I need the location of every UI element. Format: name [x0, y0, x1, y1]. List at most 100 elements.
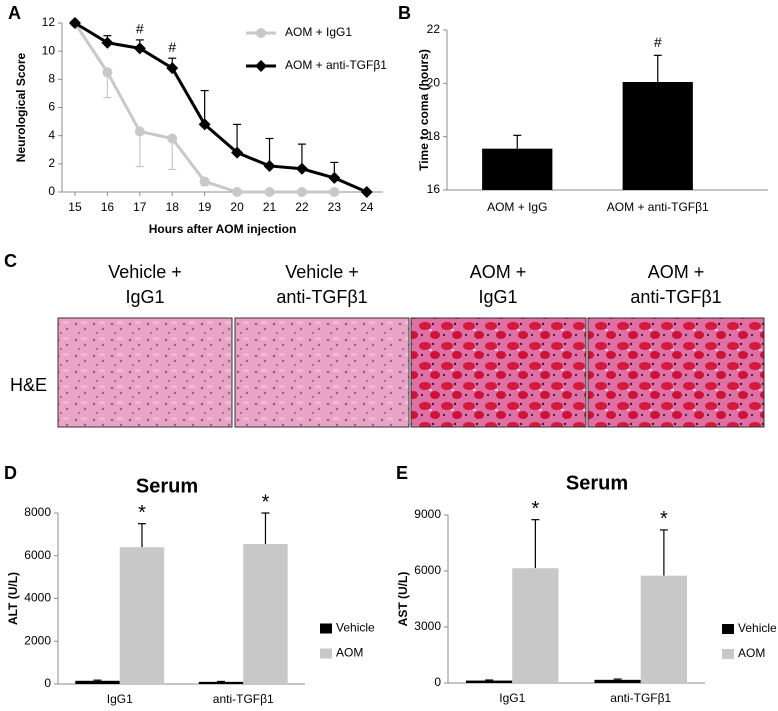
y-axis-title: Time to coma (hours) [417, 49, 431, 171]
panel-c: C H&E Vehicle + IgG1 Vehicle + anti-TGFβ… [4, 251, 765, 428]
legend-swatch [722, 649, 734, 659]
x-tick-label: 22 [295, 200, 309, 214]
bar [482, 148, 553, 190]
panel-letter: E [396, 463, 408, 483]
x-tick-label: 15 [68, 200, 82, 214]
marker [167, 133, 178, 144]
marker [133, 42, 146, 55]
marker [166, 62, 179, 75]
marker [101, 36, 114, 49]
marker [328, 171, 341, 184]
x-tick-label: 21 [263, 200, 277, 214]
bar [75, 680, 120, 684]
marker [232, 187, 243, 197]
legend-label: AOM [738, 646, 765, 660]
marker [231, 146, 244, 159]
y-tick-label: 16 [427, 182, 441, 196]
panel-letter: C [4, 251, 17, 271]
y-axis-title: Neurological Score [14, 52, 28, 162]
column-header: Vehicle + [108, 262, 182, 282]
marker [68, 17, 81, 29]
marker [264, 187, 275, 197]
marker [199, 176, 210, 187]
histology-image [234, 317, 410, 428]
bar [512, 568, 559, 683]
x-tick-label: anti-TGFβ1 [610, 691, 671, 705]
column-header: IgG1 [125, 287, 164, 307]
annotation: # [168, 39, 176, 55]
column-header: Vehicle + [285, 262, 359, 282]
panel-letter: A [8, 3, 21, 23]
bar [243, 543, 288, 684]
legend-swatch [320, 623, 332, 634]
y-tick-label: 4000 [24, 591, 51, 605]
bar [119, 547, 165, 684]
x-tick-label: 23 [328, 200, 342, 214]
y-tick-label: 3000 [414, 619, 441, 633]
legend-label: AOM [336, 646, 363, 660]
x-tick-label: 24 [360, 200, 374, 214]
line [74, 21, 368, 194]
y-tick-label: 18 [427, 129, 441, 143]
legend-label: AOM + anti-TGFβ1 [285, 58, 387, 72]
y-tick-label: 0 [434, 675, 441, 689]
y-tick-label: 8000 [24, 505, 51, 519]
marker [360, 186, 373, 198]
x-tick-label: 20 [230, 200, 244, 214]
bar [465, 680, 513, 683]
column-header: anti-TGFβ1 [630, 287, 721, 307]
chart-title: Serum [566, 472, 628, 494]
marker [255, 60, 267, 72]
marker [263, 159, 276, 172]
bar [622, 82, 693, 190]
column-header: AOM + [648, 262, 705, 282]
column-header: AOM + [470, 262, 527, 282]
bar [640, 575, 688, 683]
x-tick-label: IgG1 [107, 692, 133, 706]
x-tick-label: 19 [198, 200, 212, 214]
y-tick-label: 10 [42, 43, 56, 57]
y-tick-label: 2 [48, 156, 55, 170]
y-tick-label: 2000 [24, 633, 51, 647]
bar [198, 681, 244, 684]
y-tick-label: 0 [48, 184, 55, 198]
column-header: anti-TGFβ1 [276, 287, 367, 307]
y-tick-label: 22 [427, 22, 441, 36]
x-tick-label: IgG1 [499, 691, 525, 705]
annotation: * [138, 502, 146, 524]
panel-letter: D [4, 463, 17, 483]
y-tick-label: 6000 [24, 548, 51, 562]
y-tick-label: 6000 [414, 563, 441, 577]
x-tick-label: 17 [133, 200, 147, 214]
legend-label: Vehicle [336, 621, 375, 635]
chart-title: Serum [136, 475, 198, 497]
annotation: # [654, 34, 662, 50]
legend-label: Vehicle [738, 621, 777, 635]
x-tick-label: 18 [166, 200, 180, 214]
marker [296, 187, 307, 197]
legend-swatch [722, 624, 734, 634]
marker [102, 67, 113, 78]
x-tick-label: anti-TGFβ1 [213, 692, 274, 706]
y-axis-title: AST (U/L) [396, 572, 410, 627]
y-tick-label: 4 [48, 128, 55, 142]
y-tick-label: 20 [427, 76, 441, 90]
row-label: H&E [10, 375, 47, 395]
x-axis-title: Hours after AOM injection [149, 222, 297, 236]
column-header: IgG1 [478, 287, 517, 307]
histology-image [410, 317, 587, 428]
y-tick-label: 12 [42, 15, 56, 29]
y-tick-label: 6 [48, 100, 55, 114]
y-tick-label: 8 [48, 72, 55, 86]
annotation: * [531, 498, 539, 520]
y-tick-label: 9000 [414, 507, 441, 521]
bar [594, 679, 641, 683]
marker [329, 187, 340, 197]
legend-swatch [320, 648, 332, 659]
annotation: * [660, 508, 668, 530]
x-tick-label: 16 [101, 200, 115, 214]
y-axis-title: ALT (U/L) [6, 572, 20, 625]
annotation: # [136, 21, 144, 37]
y-tick-label: 0 [44, 676, 51, 690]
